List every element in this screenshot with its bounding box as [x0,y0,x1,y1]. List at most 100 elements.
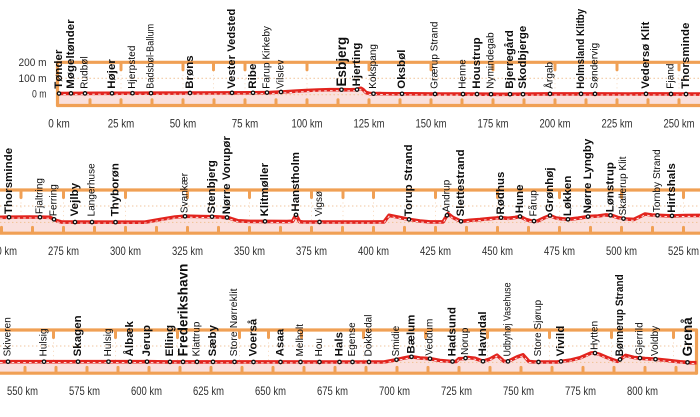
svg-text:50 km: 50 km [170,116,197,130]
svg-text:Skallerup Klit: Skallerup Klit [618,156,629,215]
svg-text:600 km: 600 km [131,384,162,398]
svg-text:Skagen: Skagen [72,315,84,356]
svg-text:Tønder: Tønder [53,49,65,89]
svg-text:Hytten: Hytten [590,321,601,350]
svg-text:Havndal: Havndal [477,311,489,356]
svg-text:Asaa: Asaa [275,328,287,356]
svg-text:Fjaltring: Fjaltring [35,178,46,214]
svg-text:Udbyhøj Vasehuse: Udbyhøj Vasehuse [503,282,514,356]
svg-text:Svankær: Svankær [180,172,191,213]
svg-text:150 km: 150 km [416,116,447,130]
svg-text:0 km: 0 km [48,116,70,130]
svg-text:650 km: 650 km [255,384,286,398]
svg-text:Esbjerg: Esbjerg [334,37,349,87]
svg-text:750 km: 750 km [503,384,534,398]
svg-text:Nymindegab: Nymindegab [486,32,497,89]
svg-text:Sæby: Sæby [207,324,219,356]
svg-text:500 km: 500 km [606,244,637,258]
svg-text:Farup Kirkeby: Farup Kirkeby [262,26,273,89]
svg-text:375 km: 375 km [296,244,327,258]
svg-text:0 m: 0 m [32,89,47,101]
svg-text:Elling: Elling [164,325,176,357]
svg-text:275 km: 275 km [48,244,79,258]
svg-text:Jerup: Jerup [141,325,153,357]
svg-text:Fjand: Fjand [666,63,677,88]
svg-text:Store Sjørup: Store Sjørup [533,299,544,356]
svg-text:Veddum: Veddum [425,319,436,356]
svg-text:Gjerrild: Gjerrild [635,322,646,355]
svg-text:Vigsø: Vigsø [314,191,325,217]
svg-text:Slettestrand: Slettestrand [455,149,467,216]
svg-text:Voldby: Voldby [650,326,661,356]
svg-text:Dokkedal: Dokkedal [364,314,375,356]
svg-text:Kokspang: Kokspang [368,44,379,89]
svg-text:Oksbøl: Oksbøl [396,49,408,88]
svg-text:Norup: Norup [460,327,471,355]
svg-text:Holmsland Klitby: Holmsland Klitby [575,8,587,88]
svg-text:Thorsminde: Thorsminde [3,148,15,214]
svg-text:Brøns: Brøns [184,55,196,88]
svg-text:Skodbjerge: Skodbjerge [517,26,529,89]
svg-text:Højer: Højer [106,59,118,89]
svg-text:350 km: 350 km [234,244,265,258]
svg-text:Hjerpsted: Hjerpsted [127,46,138,89]
svg-text:Hulsig: Hulsig [39,328,50,356]
svg-text:Rudbøl: Rudbøl [80,56,91,88]
svg-text:Lønstrup: Lønstrup [605,162,617,212]
svg-text:775 km: 775 km [565,384,596,398]
svg-text:Hulsig: Hulsig [103,328,114,356]
svg-text:Hanstholm: Hanstholm [290,152,302,212]
svg-text:125 km: 125 km [354,116,385,130]
svg-text:Grærup Strand: Grærup Strand [430,22,441,89]
svg-text:Andrup: Andrup [442,179,453,212]
svg-text:475 km: 475 km [544,244,575,258]
svg-text:250 km: 250 km [0,244,17,258]
svg-text:Vedersø Klit: Vedersø Klit [640,22,652,89]
svg-text:Store Nørreklit: Store Nørreklit [229,288,240,356]
svg-text:325 km: 325 km [172,244,203,258]
svg-text:Torup Strand: Torup Strand [403,144,415,216]
svg-text:Nørre Lyngby: Nørre Lyngby [582,138,594,213]
svg-text:Møgeltønder: Møgeltønder [65,19,77,89]
svg-text:425 km: 425 km [420,244,451,258]
svg-text:Bjerregård: Bjerregård [504,30,516,89]
svg-text:Hune: Hune [514,184,526,213]
svg-text:100 km: 100 km [292,116,323,130]
svg-text:Bælum: Bælum [406,314,418,353]
svg-text:Ribe: Ribe [247,64,259,89]
svg-text:Henne: Henne [458,59,469,89]
svg-text:Egense: Egense [347,322,358,357]
svg-text:300 km: 300 km [110,244,141,258]
svg-text:25 km: 25 km [108,116,135,130]
svg-text:Ferring: Ferring [49,184,60,216]
svg-text:250 km: 250 km [664,116,695,130]
svg-text:Badsbøl-Ballum: Badsbøl-Ballum [146,24,157,89]
svg-text:200 m: 200 m [19,57,47,69]
svg-text:Vivild: Vivild [555,326,567,357]
svg-text:Houstrup: Houstrup [471,37,483,88]
svg-text:Løkken: Løkken [562,176,574,216]
svg-text:550 km: 550 km [7,384,38,398]
svg-text:Frederikshavn: Frederikshavn [176,264,191,357]
svg-text:Vester Vedsted: Vester Vedsted [226,9,238,89]
svg-text:Grønhøj: Grønhøj [544,167,556,212]
svg-text:Thyborøn: Thyborøn [110,163,122,216]
svg-text:675 km: 675 km [317,384,348,398]
svg-text:Voerså: Voerså [248,318,260,356]
svg-text:Melholt: Melholt [295,324,306,357]
svg-text:725 km: 725 km [441,384,472,398]
svg-text:Vejlby: Vejlby [69,182,81,216]
svg-text:Smidie: Smidie [391,325,402,356]
svg-text:625 km: 625 km [193,384,224,398]
svg-text:Grenå: Grenå [680,317,695,357]
svg-text:575 km: 575 km [69,384,100,398]
svg-text:Hjerting: Hjerting [351,43,363,87]
svg-text:200 km: 200 km [540,116,571,130]
svg-text:800 km: 800 km [627,384,658,398]
svg-text:225 km: 225 km [602,116,633,130]
svg-text:Thorsminde: Thorsminde [680,23,692,89]
svg-text:Skiveren: Skiveren [3,317,14,356]
svg-text:175 km: 175 km [478,116,509,130]
svg-text:Vilslev: Vilslev [276,60,287,89]
svg-text:Rødhus: Rødhus [495,172,507,215]
